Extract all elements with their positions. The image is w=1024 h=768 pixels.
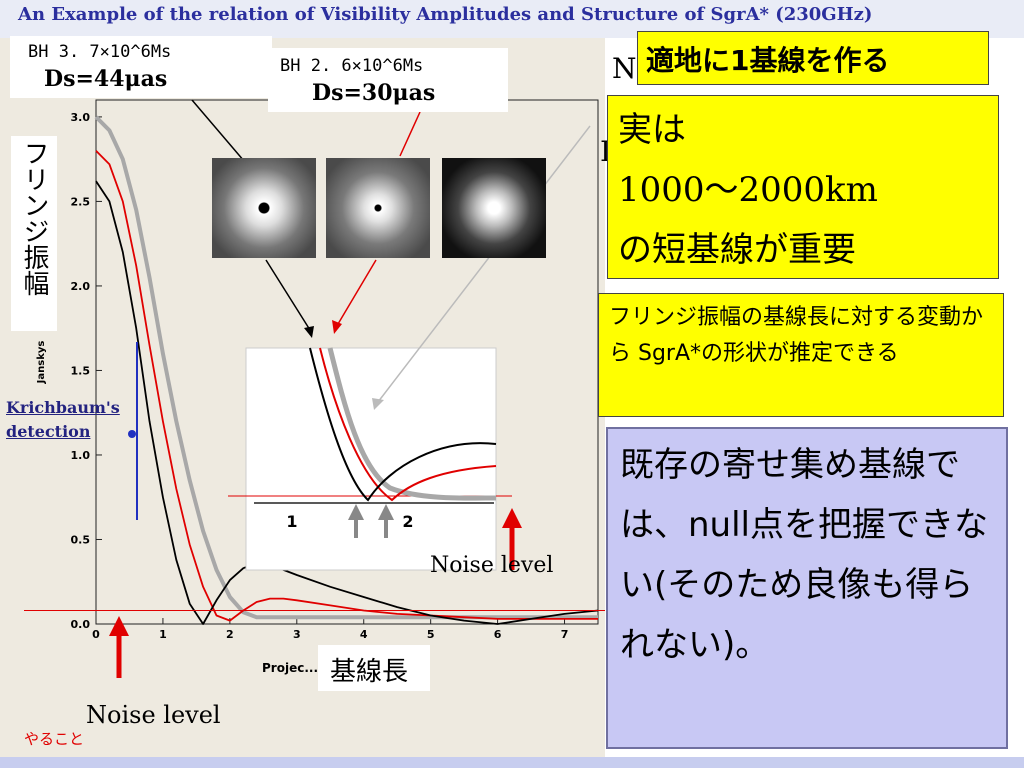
y-tick-label: 0.0 bbox=[71, 618, 91, 631]
x-axis-jp-label: 基線長 bbox=[330, 657, 409, 687]
y-axis-label: Janskys bbox=[36, 341, 47, 385]
bottom-bar bbox=[0, 757, 1024, 768]
pointer-inset-black-head bbox=[304, 326, 314, 338]
x-tick-label: 2 bbox=[226, 628, 234, 641]
callout-estimate: フリンジ振幅の基線長に対する変動から SgrA*の形状が推定できる bbox=[598, 293, 1004, 417]
callout-short-line1: 実は bbox=[618, 110, 686, 150]
inset-series-gray bbox=[327, 347, 497, 501]
x-tick-label: 5 bbox=[427, 628, 435, 641]
pointer-bh2 bbox=[399, 111, 421, 157]
title-fragment-1: N bbox=[612, 52, 637, 85]
series-line-red bbox=[95, 150, 598, 622]
callout-short-baseline: 実は 1000〜2000km の短基線が重要 bbox=[607, 95, 999, 279]
pointer-inset-red-head bbox=[332, 320, 342, 334]
chart-overlay bbox=[109, 99, 591, 678]
pointer-bh1 bbox=[191, 99, 251, 169]
x-tick-label: 7 bbox=[561, 628, 569, 641]
title-fragment-2: I bbox=[600, 135, 612, 168]
callout-short-line2: 1000〜2000km bbox=[618, 170, 878, 210]
x-axis-jp-box: 基線長 bbox=[318, 645, 430, 691]
krichbaum-label: Krichbaum's detection bbox=[6, 398, 120, 441]
bh2-line2: Ds=30μas bbox=[312, 80, 436, 106]
inset-series-black bbox=[309, 347, 497, 502]
bh2-label-box: BH 2. 6×10^6Ms Ds=30μas bbox=[268, 48, 508, 112]
bh1-line2: Ds=44μas bbox=[44, 66, 168, 92]
noise-arrow-inset-head bbox=[502, 508, 522, 528]
noise-level-inset-label: Noise level bbox=[430, 553, 554, 578]
noise-arrow-bottom-head bbox=[109, 616, 129, 636]
bh2-line1: BH 2. 6×10^6Ms bbox=[280, 56, 424, 76]
y-tick-label: 2.5 bbox=[71, 195, 91, 208]
y-tick-label: 3.0 bbox=[71, 111, 91, 124]
callout-estimate-text: フリンジ振幅の基線長に対する変動から SgrA*の形状が推定できる bbox=[609, 305, 984, 366]
pointer-inset-black bbox=[265, 259, 311, 331]
chart-series bbox=[24, 115, 605, 625]
inset-frame bbox=[245, 347, 497, 571]
callout-make-baseline-text: 適地に1基線を作る bbox=[646, 44, 890, 77]
inset-tick-label: 2 bbox=[402, 512, 413, 531]
x-tick-label: 4 bbox=[360, 628, 368, 641]
x-tick-label: 1 bbox=[159, 628, 167, 641]
bh1-line1: BH 3. 7×10^6Ms bbox=[28, 42, 172, 62]
x-tick-label: 6 bbox=[494, 628, 502, 641]
x-tick-label: 0 bbox=[92, 628, 100, 641]
pointer-inset-red bbox=[337, 259, 377, 325]
null-arrow-head bbox=[378, 504, 394, 520]
pointer-inset-gray bbox=[377, 125, 591, 403]
bh-image-2 bbox=[326, 158, 430, 258]
inset-tick-label: 1 bbox=[286, 512, 297, 531]
callout-existing: 既存の寄せ集め基線では、null点を把握できない(そのため良像も得られない)。 bbox=[606, 427, 1008, 749]
callout-make-baseline: 適地に1基線を作る bbox=[637, 31, 989, 85]
callout-existing-text: 既存の寄せ集め基線では、null点を把握できない(そのため良像も得られない)。 bbox=[620, 445, 988, 665]
krichbaum-detection-point bbox=[128, 430, 136, 438]
y-axis-jp-label: フリンジ振幅 bbox=[19, 140, 49, 296]
bh-image-3 bbox=[442, 158, 546, 258]
slide-title: An Example of the relation of Visibility… bbox=[18, 4, 873, 25]
x-tick-label: 3 bbox=[293, 628, 301, 641]
null-arrow-head bbox=[348, 504, 364, 520]
bh1-label-box: BH 3. 7×10^6Ms Ds=44μas bbox=[10, 36, 272, 98]
y-tick-label: 2.0 bbox=[71, 280, 91, 293]
todo-label: やること bbox=[24, 730, 85, 748]
y-tick-label: 1.5 bbox=[71, 364, 91, 377]
noise-level-bottom-label: Noise level bbox=[86, 701, 221, 729]
callout-short-line3: の短基線が重要 bbox=[618, 230, 856, 270]
bh-image-1 bbox=[212, 158, 316, 258]
y-tick-label: 0.5 bbox=[71, 533, 91, 546]
y-tick-label: 1.0 bbox=[71, 449, 91, 462]
y-axis-jp-box: フリンジ振幅 bbox=[11, 136, 57, 331]
pointer-inset-gray-head bbox=[372, 398, 384, 410]
inset-series-red bbox=[319, 347, 497, 502]
